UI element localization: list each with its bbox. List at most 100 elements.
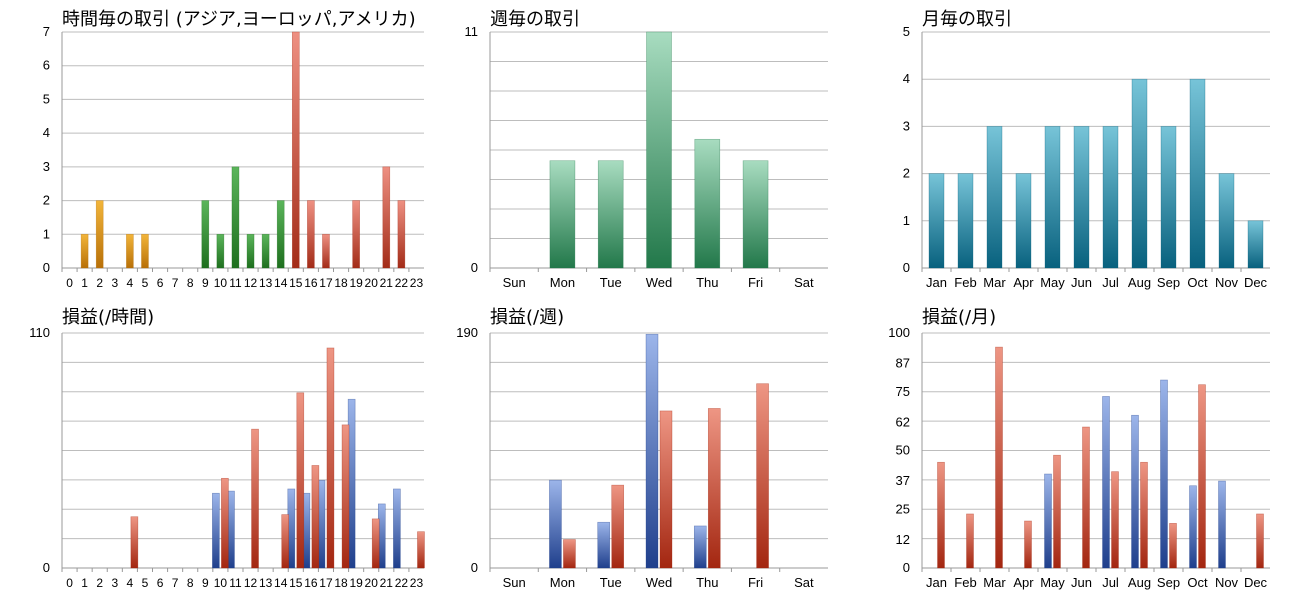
bar bbox=[1131, 414, 1139, 569]
bar bbox=[311, 465, 320, 569]
bars bbox=[80, 31, 406, 269]
bar bbox=[130, 516, 139, 569]
bar bbox=[341, 424, 350, 569]
bar bbox=[1189, 485, 1197, 569]
y-tick-label: 0 bbox=[903, 260, 910, 275]
y-tick-label: 0 bbox=[471, 560, 478, 575]
bar bbox=[371, 518, 380, 569]
bar bbox=[1218, 173, 1235, 269]
bars bbox=[937, 346, 1264, 569]
bars bbox=[549, 333, 769, 569]
bar bbox=[611, 484, 625, 569]
x-tick-label: 21 bbox=[380, 276, 394, 290]
y-tick-label: 4 bbox=[903, 71, 910, 86]
bar bbox=[393, 488, 401, 569]
x-tick-label: 9 bbox=[202, 276, 209, 290]
y-tick-label: 1 bbox=[43, 226, 50, 241]
bar bbox=[1024, 520, 1032, 569]
x-tick-label: Mar bbox=[983, 575, 1006, 590]
bar bbox=[417, 531, 425, 569]
bar bbox=[126, 233, 134, 269]
x-tick-label: Jul bbox=[1102, 575, 1119, 590]
y-tick-label: 3 bbox=[43, 159, 50, 174]
x-tick-label: 16 bbox=[304, 276, 318, 290]
x-tick-label: 3 bbox=[111, 276, 118, 290]
x-tick-label: 2 bbox=[96, 276, 103, 290]
x-tick-label: 8 bbox=[187, 576, 194, 590]
bar bbox=[597, 160, 624, 269]
bar bbox=[382, 166, 391, 269]
x-tick-label: 14 bbox=[274, 276, 288, 290]
x-tick-label: 10 bbox=[214, 276, 228, 290]
x-tick-label: Nov bbox=[1215, 575, 1239, 590]
x-tick-label: 23 bbox=[410, 576, 424, 590]
y-tick-label: 6 bbox=[43, 58, 50, 73]
y-tick-label: 0 bbox=[471, 260, 478, 275]
bars bbox=[928, 78, 1264, 269]
y-tick-label: 190 bbox=[456, 325, 478, 340]
bar bbox=[693, 525, 707, 569]
x-tick-label: 6 bbox=[157, 276, 164, 290]
y-tick-label: 5 bbox=[903, 24, 910, 39]
bar bbox=[1073, 126, 1090, 269]
bar bbox=[1198, 384, 1206, 569]
bar bbox=[1082, 426, 1090, 569]
bar bbox=[742, 160, 769, 269]
bar bbox=[1131, 78, 1148, 269]
y-tick-label: 12 bbox=[896, 532, 910, 547]
x-tick-label: 11 bbox=[229, 576, 242, 590]
y-tick-label: 1 bbox=[903, 213, 910, 228]
x-tick-label: 11 bbox=[229, 276, 242, 290]
x-tick-label: 20 bbox=[365, 276, 379, 290]
x-tick-label: Nov bbox=[1215, 275, 1239, 290]
x-tick-label: Thu bbox=[696, 275, 718, 290]
x-tick-label: Mon bbox=[550, 275, 575, 290]
x-tick-label: Aug bbox=[1128, 575, 1151, 590]
x-tick-label: May bbox=[1040, 575, 1065, 590]
bar bbox=[756, 383, 769, 569]
bar bbox=[326, 347, 335, 569]
x-tick-label: 22 bbox=[395, 576, 409, 590]
y-tick-label: 0 bbox=[43, 260, 50, 275]
x-tick-label: Fri bbox=[748, 275, 763, 290]
bar bbox=[1169, 523, 1177, 569]
x-tick-label: 15 bbox=[289, 576, 303, 590]
x-tick-label: Oct bbox=[1187, 575, 1208, 590]
chart-title: 損益(/週) bbox=[490, 307, 565, 328]
bar bbox=[659, 410, 673, 569]
y-tick-label: 2 bbox=[43, 193, 50, 208]
x-tick-label: Aug bbox=[1128, 275, 1151, 290]
x-tick-label: Jan bbox=[926, 575, 947, 590]
y-tick-label: 37 bbox=[896, 473, 910, 488]
bar bbox=[928, 173, 945, 269]
x-tick-label: Wed bbox=[646, 575, 673, 590]
bar bbox=[246, 233, 255, 269]
bar bbox=[322, 233, 330, 269]
x-tick-label: 2 bbox=[96, 576, 103, 590]
bars bbox=[549, 31, 769, 269]
x-tick-label: 4 bbox=[127, 276, 134, 290]
y-tick-label: 50 bbox=[896, 443, 910, 458]
x-tick-label: 12 bbox=[244, 576, 258, 590]
bar bbox=[995, 346, 1003, 569]
y-tick-label: 0 bbox=[43, 560, 50, 575]
x-tick-label: 0 bbox=[66, 576, 73, 590]
y-tick-label: 11 bbox=[465, 24, 479, 39]
bar bbox=[1160, 126, 1177, 269]
x-tick-label: 5 bbox=[142, 276, 149, 290]
bar bbox=[1102, 126, 1119, 269]
bar bbox=[1111, 471, 1119, 569]
x-tick-label: 8 bbox=[187, 276, 194, 290]
bar bbox=[645, 333, 659, 569]
bar bbox=[957, 173, 974, 269]
chart-panel-weekly-pnl: 損益(/週) 0 190 Sun Mon Tue Wed Thu Fri Sat bbox=[430, 300, 860, 600]
x-tick-label: Oct bbox=[1187, 275, 1208, 290]
chart-svg: 0 190 Sun Mon Tue Wed Thu Fri Sat bbox=[456, 325, 828, 590]
x-tick-label: 13 bbox=[259, 576, 273, 590]
x-tick-label: Feb bbox=[954, 275, 976, 290]
y-tick-label: 5 bbox=[43, 91, 50, 106]
bar bbox=[1053, 454, 1061, 569]
x-tick-label: 1 bbox=[81, 576, 88, 590]
bar bbox=[352, 200, 360, 269]
bar bbox=[1015, 173, 1032, 269]
